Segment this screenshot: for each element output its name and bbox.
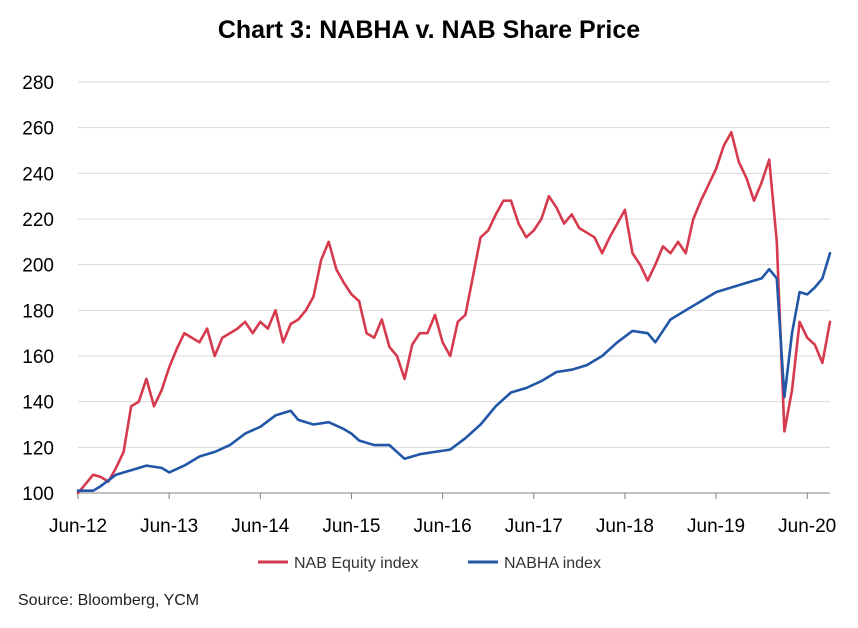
y-tick-label: 240 <box>22 164 54 185</box>
x-tick-label: Jun-13 <box>140 516 198 537</box>
x-tick-label: Jun-12 <box>49 516 107 537</box>
gridlines <box>78 81 830 448</box>
x-tick-label: Jun-14 <box>231 516 290 537</box>
legend-label: NAB Equity index <box>294 555 419 572</box>
y-tick-label: 280 <box>22 73 54 94</box>
chart-title: Chart 3: NABHA v. NAB Share Price <box>217 16 641 44</box>
y-tick-label: 120 <box>22 438 54 459</box>
x-tick-label: Jun-18 <box>596 516 654 537</box>
y-tick-label: 220 <box>22 210 54 231</box>
legend-label: NABHA index <box>504 555 601 572</box>
y-tick-label: 180 <box>22 301 54 322</box>
x-tick-label: Jun-16 <box>414 516 472 537</box>
nabha-line <box>76 251 832 492</box>
axes: 100 120 140 160 180 200 220 240 260 280 Jun-12 Jun-… <box>22 73 836 537</box>
nab-equity-line <box>76 130 832 495</box>
series-lines <box>76 130 832 495</box>
x-tick-label: Jun-17 <box>505 516 563 537</box>
y-tick-label: 160 <box>22 347 54 368</box>
y-tick-label: 140 <box>22 393 54 414</box>
x-tick-label: Jun-15 <box>322 516 380 537</box>
y-tick-label: 200 <box>22 256 54 277</box>
y-tick-label: 100 <box>22 484 54 505</box>
x-tick-label: Jun-19 <box>687 516 745 537</box>
x-tick-label: Jun-20 <box>778 516 836 537</box>
legend: NAB Equity index NABHA index <box>258 555 601 572</box>
y-tick-label: 260 <box>22 119 54 140</box>
source-note: Source: Bloomberg, YCM <box>18 592 200 609</box>
